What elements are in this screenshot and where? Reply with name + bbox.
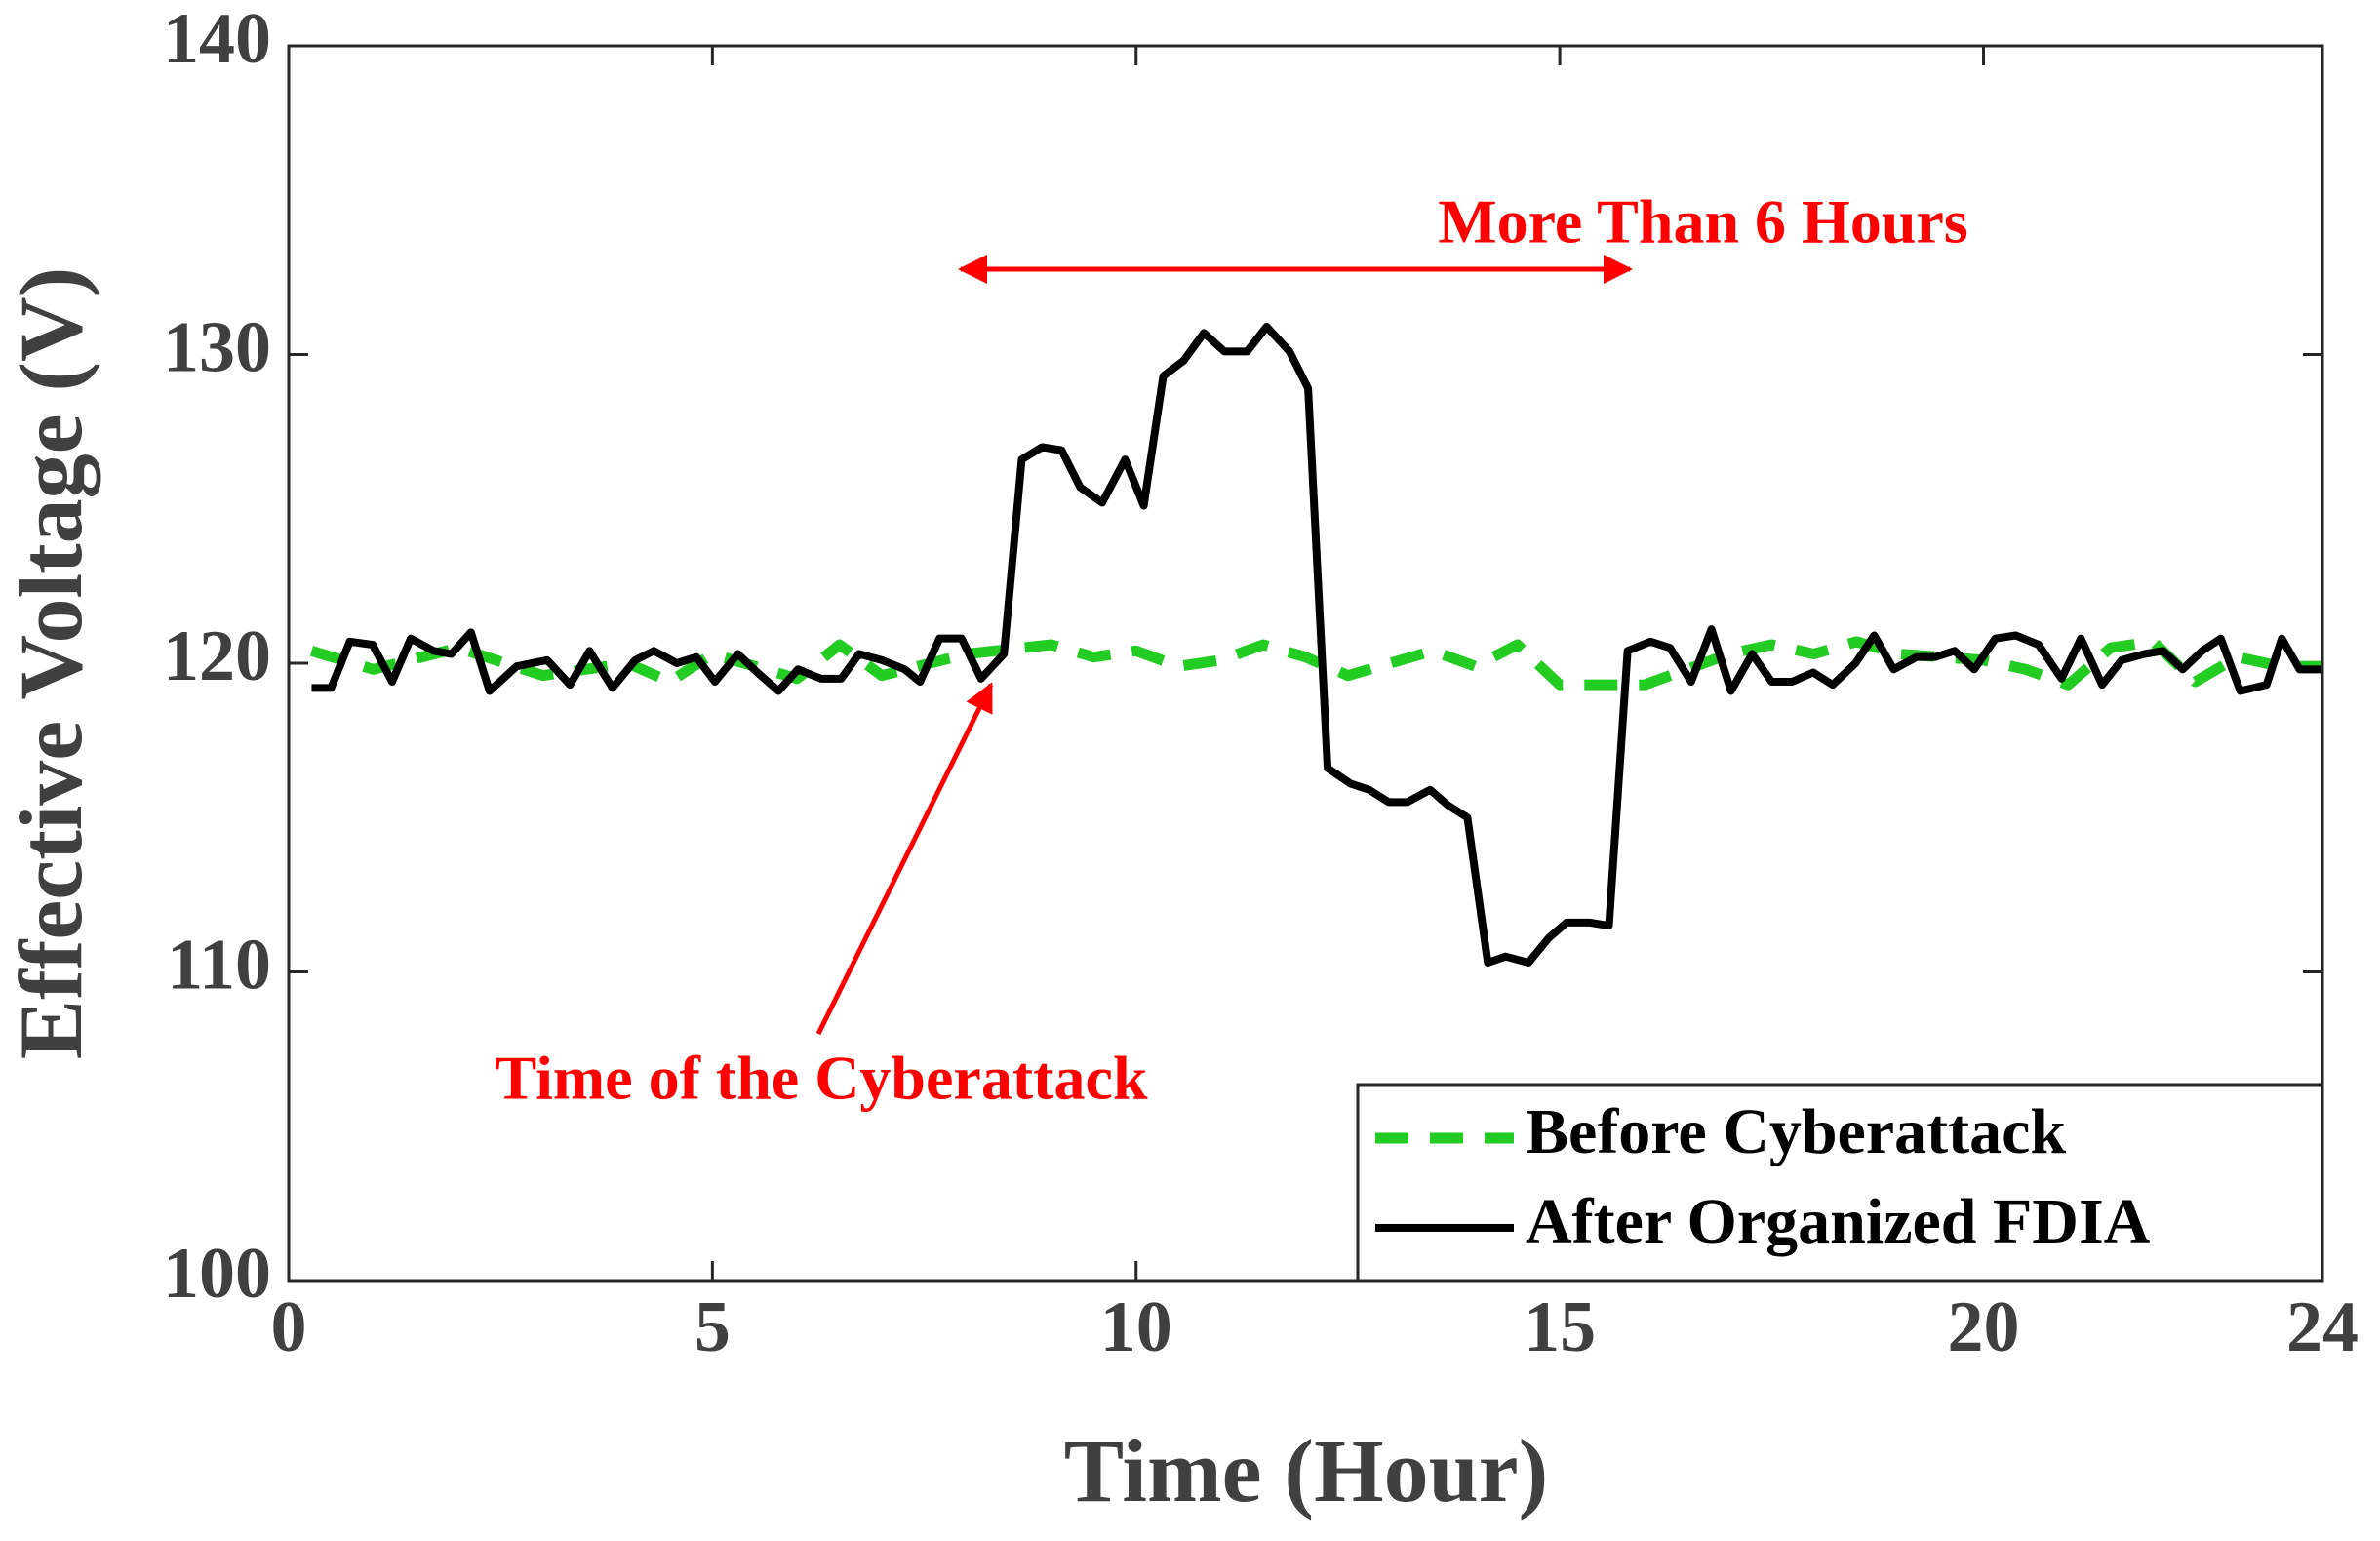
legend-label: Before Cyberattack	[1526, 1096, 2066, 1167]
x-tick-label: 20	[1948, 1287, 2020, 1367]
pointer-arrow	[815, 682, 994, 1036]
legend-label: After Organized FDIA	[1526, 1186, 2151, 1257]
annotation: More Than 6 Hours	[1438, 187, 1967, 257]
y-axis-label: Effective Voltage (V)	[1, 267, 100, 1059]
series-line	[311, 323, 2322, 968]
x-tick-label: 10	[1100, 1287, 1172, 1367]
series-line	[309, 636, 2322, 691]
x-axis-label: Time (Hour)	[1064, 1421, 1549, 1521]
y-tick-label: 100	[163, 1234, 271, 1314]
plot-frame	[287, 44, 2324, 1283]
x-tick-label: 15	[1524, 1287, 1596, 1367]
x-tick-label: 5	[694, 1287, 731, 1367]
y-tick-label: 110	[167, 925, 271, 1005]
y-tick-label: 130	[163, 307, 271, 387]
legend-box	[1356, 1083, 2324, 1283]
y-tick-label: 120	[163, 616, 271, 696]
x-tick-label: 24	[2286, 1287, 2359, 1367]
y-tick-label: 140	[163, 0, 271, 79]
annotation: Time of the Cyberattack	[496, 1044, 1148, 1113]
x-tick-label: 0	[271, 1287, 307, 1367]
